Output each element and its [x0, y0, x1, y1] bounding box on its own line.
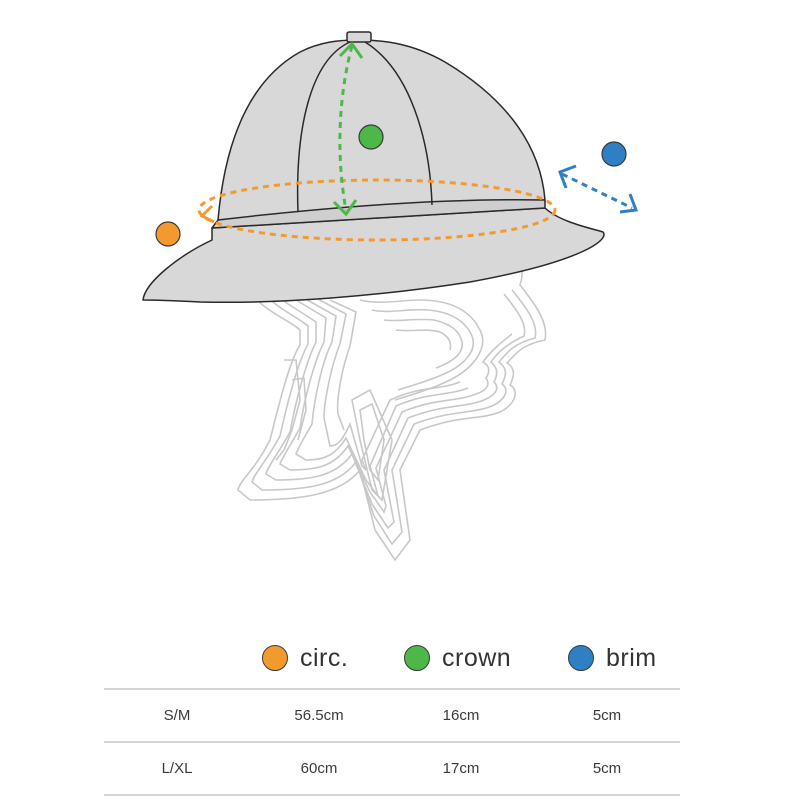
size-table: S/M 56.5cm 16cm 5cm L/XL 60cm 17cm 5cm [104, 688, 680, 796]
legend-item-brim: brim [568, 638, 657, 678]
crown-cell: 16cm [388, 688, 534, 742]
circ-legend-icon [262, 645, 288, 671]
hat-band [211, 199, 546, 229]
hat-brim [142, 207, 605, 304]
legend-label-brim: brim [606, 643, 657, 672]
hat-crown [217, 39, 546, 221]
circ-cell: 56.5cm [250, 688, 388, 742]
circ-measure-line [197, 178, 557, 242]
crown-cell: 17cm [388, 741, 534, 796]
legend-label-crown: crown [442, 643, 512, 672]
circ-arrow-head-icon [199, 204, 215, 224]
brim-cell: 5cm [534, 741, 680, 796]
circ-cell: 60cm [250, 741, 388, 796]
hat-button [346, 31, 372, 43]
size-cell: S/M [104, 688, 250, 742]
brim-measure-line [558, 164, 639, 214]
hat-illustration [142, 31, 605, 304]
circ-marker-icon [155, 221, 181, 247]
crown-measure-line [332, 41, 364, 217]
table-row: L/XL 60cm 17cm 5cm [104, 741, 680, 796]
crown-legend-icon [404, 645, 430, 671]
legend-item-circ: circ. [262, 638, 348, 678]
brim-cell: 5cm [534, 688, 680, 742]
hat-size-diagram [142, 31, 639, 562]
size-cell: L/XL [104, 741, 250, 796]
brim-marker-icon [601, 141, 627, 167]
legend-label-circ: circ. [300, 643, 349, 672]
legend-item-crown: crown [404, 638, 511, 678]
table-row: S/M 56.5cm 16cm 5cm [104, 688, 680, 742]
legend: circ. crown brim [0, 638, 800, 678]
head-illustration [237, 261, 547, 562]
crown-marker-icon [358, 124, 384, 150]
brim-legend-icon [568, 645, 594, 671]
